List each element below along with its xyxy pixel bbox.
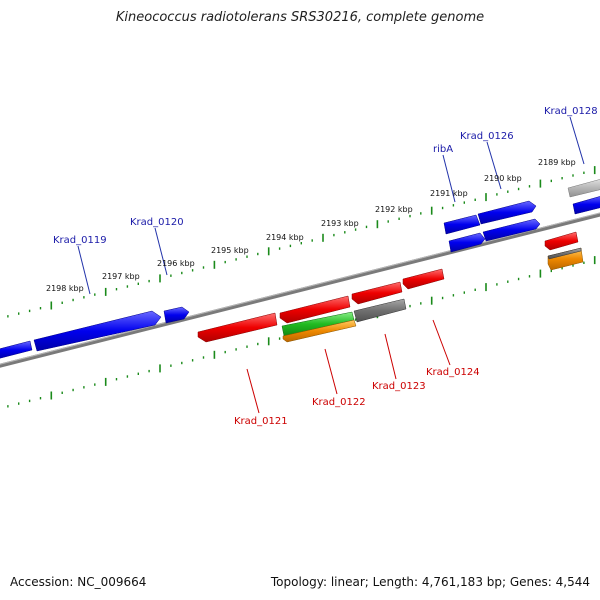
genome-backbone <box>0 212 600 368</box>
gene-arrow-gray[interactable] <box>353 298 407 323</box>
kbp-label: 2190 kbp <box>484 174 522 183</box>
genome-title: Kineococcus radiotolerans SRS30216, comp… <box>115 10 485 25</box>
kbp-label: 2189 kbp <box>538 158 576 167</box>
gene-label[interactable]: Krad_0119 <box>53 235 107 246</box>
gene-label[interactable]: Krad_0121 <box>234 416 288 427</box>
callout-line <box>324 348 338 395</box>
callout-line <box>442 154 456 203</box>
gene-arrow-blue[interactable] <box>477 200 537 225</box>
kbp-label: 2195 kbp <box>211 246 249 255</box>
kbp-label: 2194 kbp <box>266 233 304 242</box>
gene-arrow-blue[interactable] <box>0 340 33 359</box>
accession-text: Accession: NC_009664 <box>10 575 147 589</box>
gene-label[interactable]: Krad_0123 <box>372 381 426 392</box>
callout-line <box>77 245 91 295</box>
kbp-label: 2198 kbp <box>46 284 84 293</box>
genome-summary-text: Topology: linear; Length: 4,761,183 bp; … <box>270 575 590 589</box>
gene-arrow-blue[interactable] <box>448 232 486 253</box>
gene-arrow-red[interactable] <box>197 312 278 343</box>
callout-line <box>154 227 168 276</box>
gene-label[interactable]: Krad_0124 <box>426 367 480 378</box>
callout-line <box>432 319 451 366</box>
genome-backbone-highlight <box>0 212 600 365</box>
gene-arrow-gray[interactable] <box>567 178 600 198</box>
kbp-label: 2193 kbp <box>321 219 359 228</box>
gene-label[interactable]: ribA <box>433 144 453 155</box>
gene-arrow-red[interactable] <box>279 295 351 324</box>
gene-arrow-blue[interactable] <box>482 218 541 242</box>
kbp-label: 2197 kbp <box>102 272 140 281</box>
kbp-label: 2196 kbp <box>157 259 195 268</box>
gene-arrow-gray[interactable] <box>547 247 582 260</box>
gene-arrow-orange[interactable] <box>282 319 357 343</box>
gene-label[interactable]: Krad_0126 <box>460 131 514 142</box>
callout-line <box>486 141 502 190</box>
gene-arrow-blue[interactable] <box>33 310 162 352</box>
kbp-label: 2191 kbp <box>430 189 468 198</box>
upper-coordinate-ruler <box>7 166 596 318</box>
gene-arrow-red[interactable] <box>351 281 403 305</box>
gene-label[interactable]: Krad_0120 <box>130 217 184 228</box>
gene-arrow-red[interactable] <box>402 268 445 290</box>
gene-arrow-blue[interactable] <box>163 306 190 324</box>
gene-label[interactable]: Krad_0128 <box>544 106 598 117</box>
gene-arrow-blue[interactable] <box>443 214 481 235</box>
callout-line <box>569 116 585 165</box>
callout-line <box>384 333 397 380</box>
gene-label[interactable]: Krad_0122 <box>312 397 366 408</box>
gene-arrow-blue[interactable] <box>572 195 600 215</box>
callout-line <box>246 368 260 414</box>
gene-arrow-red[interactable] <box>544 231 579 251</box>
kbp-label: 2192 kbp <box>375 205 413 214</box>
